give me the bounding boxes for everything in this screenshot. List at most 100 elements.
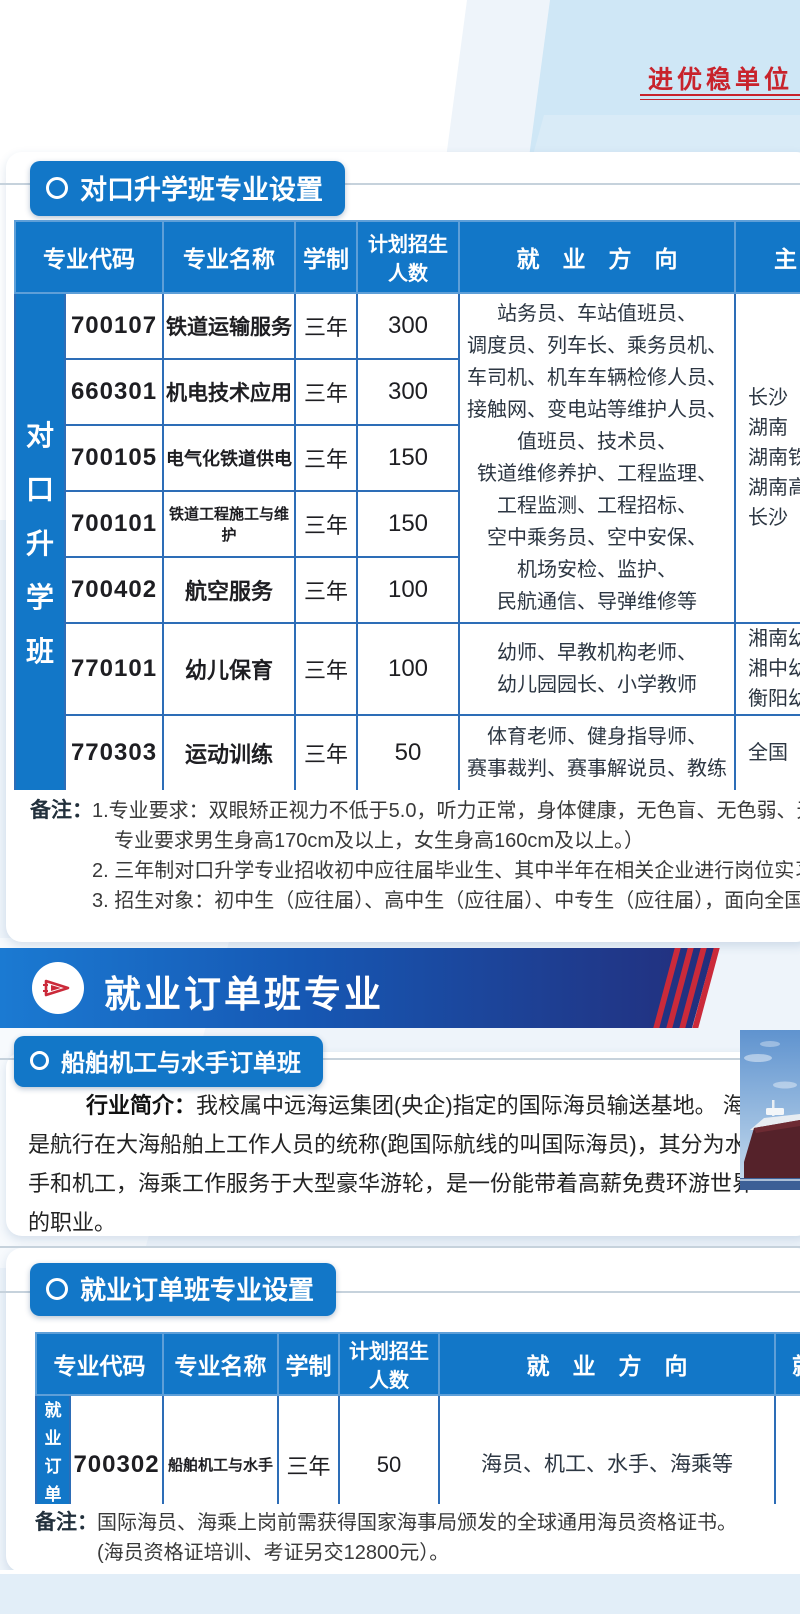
jobs-line: 体育老师、健身指导师、: [487, 726, 707, 748]
section3-rule-line-top: [0, 1246, 800, 1248]
table-row: 660301 机电技术应用 三年 300: [15, 358, 800, 426]
cell-partner: 全国: [734, 714, 800, 790]
intro-line: 的职业。: [28, 1210, 117, 1235]
jobs-line: 车司机、机车车辆检修人员、: [467, 367, 727, 389]
jobs-line: 机场安检、监护、: [517, 559, 677, 581]
col-header-partner: 就: [774, 1332, 800, 1396]
admissions-table: 专业代码 专业名称 学制 计划招生 人数 就 业 方 向 主 对 口 升 学: [14, 220, 800, 790]
notes-line: 2. 三年制对口升学专业招收初中应往届毕业生、其中半年在相关企业进行岗位实习。: [92, 860, 800, 882]
cell-code: 700402: [64, 556, 164, 624]
intro-line: 是航行在大海船舶上工作人员的统称(跑国际航线的叫国际海员)，其分为水: [28, 1132, 747, 1157]
cell-years: 三年: [294, 490, 358, 558]
notes-line: 专业要求男生身高170cm及以上，女生身高160cm及以上。）: [114, 830, 645, 852]
col-header-years: 学制: [294, 220, 358, 294]
slogan-underline-thin: [640, 99, 800, 100]
section1-notes: 备注： 1.专业要求：双眼矫正视力不低于5.0，听力正常，身体健康，无色盲、无色…: [30, 796, 800, 916]
cell-code: 700302: [69, 1394, 164, 1504]
notes-line: (海员资格证培训、考证另交12800元）。: [97, 1542, 450, 1564]
col-header-code: 专业代码: [35, 1332, 164, 1396]
circle-icon: [30, 1051, 49, 1070]
table-row: 700101 铁道工程施工与维护 三年 150: [15, 490, 800, 558]
band-char: 班: [25, 636, 54, 667]
col-header-plan-line2: 人数: [388, 263, 428, 285]
partner-line: 衡阳幼: [748, 688, 800, 710]
col-header-partner: 主: [734, 220, 800, 294]
jobs-line: 接触网、变电站等维护人员、: [467, 399, 727, 421]
partner-line: 长沙: [748, 507, 788, 529]
top-right-slogan: 进优稳单位: [648, 66, 794, 94]
cell-plan: 150: [356, 424, 460, 492]
notes-line: 3. 招生对象：初中生（应往届）、高中生（应往届）、中专生（应往届），面向全国招: [92, 890, 800, 912]
partner-line: 全国: [748, 742, 788, 764]
order-class-table-wrapper: 专业代码 专业名称 学制 计划招生 人数 就 业 方 向 就 就 业 订 单: [35, 1332, 800, 1504]
band-char: 就: [44, 1401, 62, 1420]
col-header-name: 专业名称: [162, 220, 296, 294]
partner-line: 长沙: [748, 387, 788, 409]
cell-plan: 100: [356, 622, 460, 716]
cell-years: 三年: [294, 424, 358, 492]
slogan-underline-thick: [640, 94, 800, 96]
jobs-line: 民航通信、导弹维修等: [497, 591, 697, 613]
jobs-line: 铁道维修养护、工程监理、: [477, 463, 717, 485]
cell-name: 机电技术应用: [162, 358, 296, 426]
intro-line: 行业简介：我校属中远海运集团(央企)指定的国际海员输送基地。 海员: [28, 1086, 767, 1125]
cell-code: 770101: [64, 622, 164, 716]
cell-partner: [774, 1394, 800, 1504]
notes-line: 1.专业要求：双眼矫正视力不低于5.0，听力正常，身体健康，无色盲、无色弱、无纹: [92, 800, 800, 822]
band-char: 业: [44, 1429, 62, 1448]
table-header-row: 专业代码 专业名称 学制 计划招生 人数 就 业 方 向 就: [35, 1332, 800, 1396]
cell-name: 船舶机工与水手: [162, 1394, 279, 1504]
cell-plan: 50: [356, 714, 460, 790]
cell-plan: 150: [356, 490, 460, 558]
table-header-row: 专业代码 专业名称 学制 计划招生 人数 就 业 方 向 主: [14, 220, 800, 294]
notes-label: 备注：: [35, 1511, 98, 1534]
cell-partner-merged: 长沙 湖南 湖南铁 湖南高 长沙: [734, 292, 800, 624]
section1-badge-label: 对口升学班专业设置: [80, 175, 323, 205]
col-header-plan-line1: 计划招生: [368, 234, 448, 256]
order-class-table: 专业代码 专业名称 学制 计划招生 人数 就 业 方 向 就 就 业 订 单: [35, 1332, 800, 1504]
jobs-line: 值班员、技术员、: [517, 431, 677, 453]
notes-line: 国际海员、海乘上岗前需获得国家海事局颁发的全球通用海员资格证书。: [97, 1512, 737, 1534]
band-char: 单: [44, 1485, 62, 1504]
cell-years: 三年: [294, 358, 358, 426]
col-header-name: 专业名称: [162, 1332, 279, 1396]
section2-badge: 船舶机工与水手订单班: [14, 1036, 323, 1087]
cell-partner: 湘南幼 湘中幼 衡阳幼: [734, 622, 800, 716]
admissions-table-wrapper: 专业代码 专业名称 学制 计划招生 人数 就 业 方 向 主 对 口 升 学: [14, 220, 800, 790]
employment-order-banner: [0, 948, 714, 1028]
section2-badge-label: 船舶机工与水手订单班: [61, 1050, 301, 1077]
table-row: 就 业 订 单 班 700302 船舶机工与水手 三年 50 海员、机工、水手、…: [35, 1394, 800, 1504]
cell-jobs: 海员、机工、水手、海乘等: [438, 1394, 776, 1504]
cell-name: 航空服务: [162, 556, 296, 624]
partner-line: 湖南铁: [748, 447, 800, 469]
jobs-line: 幼儿园园长、小学教师: [497, 674, 697, 696]
jobs-line: 调度员、列车长、乘务员机、: [467, 335, 727, 357]
cell-code: 700107: [64, 292, 164, 360]
cell-code: 660301: [64, 358, 164, 426]
band-char: 订: [44, 1457, 62, 1476]
cell-jobs: 幼师、早教机构老师、 幼儿园园长、小学教师: [458, 622, 736, 716]
industry-intro-paragraph: 行业简介：我校属中远海运集团(央企)指定的国际海员输送基地。 海员 是航行在大海…: [28, 1086, 767, 1242]
jobs-line: 空中乘务员、空中安保、: [487, 527, 707, 549]
circle-icon: [46, 176, 68, 199]
intro-label: 行业简介：: [86, 1093, 197, 1118]
intro-text: 我校属中远海运集团(央企)指定的国际海员输送基地。 海员: [196, 1093, 767, 1118]
cell-years: 三年: [294, 714, 358, 790]
jobs-line: 工程监测、工程招标、: [497, 495, 697, 517]
table-row: 700402 航空服务 三年 100: [15, 556, 800, 624]
section3-badge-label: 就业订单班专业设置: [80, 1275, 315, 1305]
col-header-jobs: 就 业 方 向: [438, 1332, 776, 1396]
footer-band: [0, 1574, 800, 1614]
cell-years: 三年: [277, 1394, 340, 1504]
banner-title: 就业订单班专业: [104, 974, 384, 1015]
circle-icon: [46, 1277, 68, 1300]
cell-code: 770303: [64, 714, 164, 790]
partner-line: 湘中幼: [748, 658, 800, 680]
vertical-band-text: 就 业 订 单 班: [37, 1396, 69, 1504]
notes-label: 备注：: [30, 799, 93, 822]
col-header-plan-line2: 人数: [369, 1370, 409, 1392]
section1-badge: 对口升学班专业设置: [30, 161, 345, 216]
table-row: 770303 运动训练 三年 50 体育老师、健身指导师、 赛事裁判、赛事解说员…: [15, 714, 800, 790]
table-row: 770101 幼儿保育 三年 100 幼师、早教机构老师、 幼儿园园长、小学教师…: [15, 622, 800, 716]
